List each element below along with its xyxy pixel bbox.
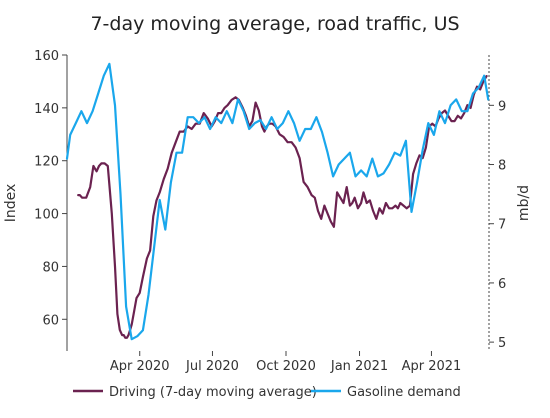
x-tick-label: Jan 2021	[330, 359, 388, 374]
legend-label-gasoline: Gasoline demand	[347, 385, 461, 400]
legend: Driving (7-day moving average) Gasoline …	[73, 385, 461, 400]
y-axis-right-label: mb/d	[516, 185, 532, 221]
gasoline-series-line	[65, 62, 490, 341]
series-lines	[65, 62, 490, 341]
driving-series-line	[77, 74, 488, 339]
chart-title: 7-day moving average, road traffic, US	[90, 13, 459, 35]
y-left-tick-label: 120	[34, 155, 59, 170]
x-tick-label: Oct 2020	[256, 359, 316, 374]
y-left-tick-label: 140	[34, 102, 59, 117]
y-left-tick-label: 80	[42, 260, 59, 275]
y-right-tick-label: 7	[498, 218, 506, 233]
y-right-tick-label: 6	[498, 277, 506, 292]
axes: 60 80 100 120 140 160 5 6 7 8 9 Apr 2020 Jul 2020 Oct…	[34, 49, 506, 374]
y-left-tick-label: 100	[34, 208, 59, 223]
y-left-tick-label: 160	[34, 49, 59, 64]
x-tick-label: Jul 2020	[185, 359, 239, 374]
y-right-tick-label: 9	[498, 99, 506, 114]
legend-label-driving: Driving (7-day moving average)	[109, 385, 317, 400]
y-right-tick-label: 5	[498, 336, 506, 351]
y-right-tick-label: 8	[498, 159, 506, 174]
y-left-tick-label: 60	[42, 313, 59, 328]
x-tick-label: Apr 2021	[402, 359, 462, 374]
y-axis-left-label: Index	[3, 184, 19, 223]
x-tick-label: Apr 2020	[110, 359, 170, 374]
